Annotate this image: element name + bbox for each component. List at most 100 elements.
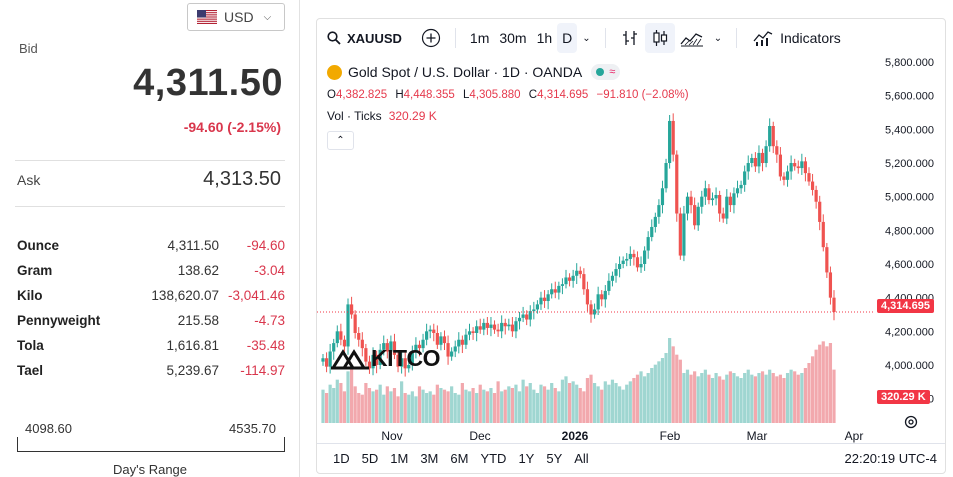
indicators-button[interactable]: Indicators [748, 23, 846, 53]
volume-bar [660, 358, 665, 423]
volume-bar [382, 394, 386, 423]
candle-body [514, 321, 518, 332]
volume-bar [735, 376, 740, 423]
chart-style-dropdown[interactable]: ⌄ [709, 23, 727, 53]
unit-row: Tola 1,616.81 -35.48 [17, 333, 285, 358]
chart-widget: XAUUSD 1m 30m 1h D ⌄ [316, 18, 946, 474]
volume-bar [514, 384, 518, 423]
interval-d[interactable]: D [557, 23, 578, 53]
volume-bar [525, 386, 529, 423]
volume-bar [782, 378, 786, 423]
ohlc-legend: O4,382.825 H4,448.355 L4,305.880 C4,314.… [327, 89, 694, 101]
volume-bar [385, 386, 389, 423]
volume-bar [746, 369, 750, 423]
candle-body [339, 331, 343, 340]
candle-body [375, 354, 379, 365]
volume-bar [482, 389, 486, 423]
range-5y[interactable]: 5Y [546, 451, 563, 466]
bar-type-button[interactable] [615, 23, 645, 53]
candle-body [517, 317, 522, 322]
unit-name: Ounce [17, 238, 60, 253]
volume-bar [492, 393, 497, 423]
candle-body [407, 364, 411, 369]
volume-bar [596, 386, 600, 423]
interval-1m[interactable]: 1m [469, 30, 490, 46]
range-6m[interactable]: 6M [450, 451, 469, 466]
volume-bar [349, 366, 354, 423]
divider [15, 160, 285, 161]
collapse-legend-button[interactable]: ⌃ [327, 131, 354, 150]
volume-bar [478, 384, 482, 423]
bars-icon [622, 31, 637, 45]
range-3m[interactable]: 3M [420, 451, 439, 466]
candle-body [700, 196, 704, 207]
candle-body [653, 216, 657, 227]
volume-bar [793, 371, 797, 423]
candle-body [628, 253, 632, 259]
symbol-search[interactable]: XAUUSD [327, 31, 402, 46]
volume-bar [621, 389, 625, 423]
interval-30m[interactable]: 30m [499, 30, 527, 46]
market-open-dot [596, 68, 605, 76]
compare-button[interactable] [416, 23, 446, 53]
market-status-badge[interactable]: ≈ [591, 64, 621, 80]
area-chart-icon [680, 33, 703, 47]
candle-body [389, 341, 393, 352]
candle-body [635, 257, 640, 268]
volume-bar [360, 394, 364, 423]
candle-body [475, 326, 479, 333]
volume-bar [814, 349, 818, 423]
unit-name: Tael [17, 363, 44, 378]
candle-body [703, 188, 707, 197]
candle-body [496, 329, 500, 332]
volume-bar [675, 354, 679, 423]
candle-body [771, 126, 775, 147]
candle-body [567, 277, 572, 281]
area-style-button[interactable] [675, 23, 709, 53]
range-1d[interactable]: 1D [333, 451, 350, 466]
volume-bar [357, 393, 361, 423]
volume-bar [575, 384, 579, 423]
candle-body [471, 331, 475, 333]
volume-bar [689, 374, 693, 423]
open-value: 4,382.825 [335, 89, 388, 101]
chart-settings-button[interactable] [903, 414, 919, 435]
unit-name: Gram [17, 263, 53, 278]
volume-bar [778, 374, 782, 423]
range-1m[interactable]: 1M [390, 451, 409, 466]
volume-bar [585, 378, 590, 423]
price-panel: USD ⌵ Bid 4,311.50 -94.60 (-2.15%) Ask 4… [0, 0, 300, 477]
interval-dropdown[interactable]: ⌄ [577, 23, 595, 53]
candle-body [578, 270, 582, 275]
volume-bar [578, 388, 582, 423]
price-chart[interactable]: 5,800.000 5,600.000 5,400.000 5,200.000 5,00… [317, 57, 946, 443]
volume-bar [392, 388, 397, 423]
candle-body [446, 343, 450, 357]
volume-bar [332, 388, 336, 423]
currency-select[interactable]: USD ⌵ [187, 3, 285, 31]
range-5d[interactable]: 5D [361, 451, 379, 466]
interval-1h[interactable]: 1h [536, 30, 553, 46]
volume-bar [328, 384, 332, 423]
candle-body [410, 351, 414, 365]
toolbar-separator [736, 28, 738, 48]
candle-body [378, 349, 382, 365]
candles-button[interactable] [644, 23, 675, 53]
range-ytd[interactable]: YTD [480, 451, 507, 466]
volume-bar [410, 391, 414, 423]
candle-body [521, 314, 525, 318]
gear-icon [904, 415, 918, 429]
candle-body [503, 322, 507, 327]
volume-bar [396, 396, 400, 423]
range-all[interactable]: All [574, 451, 589, 466]
candle-body [349, 304, 354, 315]
range-1y[interactable]: 1Y [518, 451, 535, 466]
candle-body [560, 284, 565, 286]
candle-body [689, 196, 693, 206]
unit-row: Ounce 4,311.50 -94.60 [17, 233, 285, 258]
volume-bar [682, 373, 686, 423]
candle-body [675, 154, 679, 214]
volume-bar [739, 378, 743, 423]
close-value: 4,314.695 [537, 89, 589, 101]
candle-body [818, 201, 822, 222]
